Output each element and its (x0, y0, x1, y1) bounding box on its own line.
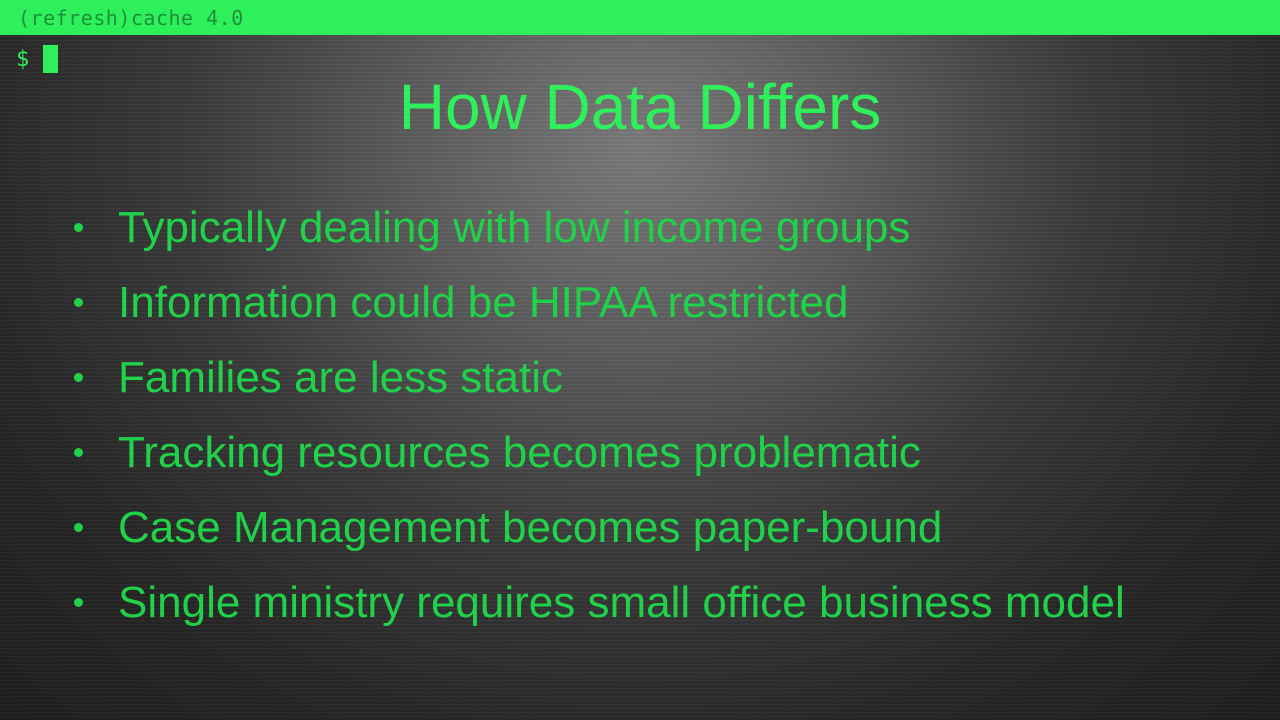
terminal-prompt[interactable]: $ (16, 44, 59, 74)
bullet-list: Typically dealing with low income groups… (72, 190, 1125, 640)
bullet-icon (74, 598, 83, 607)
title-bar: (refresh)cache 4.0 (0, 0, 1280, 35)
bullet-icon (74, 298, 83, 307)
bullet-icon (74, 448, 83, 457)
prompt-symbol: $ (16, 46, 30, 72)
bullet-icon (74, 523, 83, 532)
bullet-item: Single ministry requires small office bu… (72, 565, 1125, 640)
bullet-text: Tracking resources becomes problematic (118, 427, 921, 477)
app-title: (refresh)cache 4.0 (18, 6, 244, 30)
bullet-text: Families are less static (118, 352, 564, 402)
bullet-item: Tracking resources becomes problematic (72, 415, 1125, 490)
bullet-item: Families are less static (72, 340, 1125, 415)
bullet-item: Typically dealing with low income groups (72, 190, 1125, 265)
slide-title: How Data Differs (398, 71, 882, 143)
bullet-item: Case Management becomes paper-bound (72, 490, 1125, 565)
cursor-block (43, 45, 59, 73)
bullet-icon (74, 223, 83, 232)
bullet-text: Typically dealing with low income groups (118, 202, 911, 252)
bullet-text: Single ministry requires small office bu… (118, 577, 1125, 627)
bullet-item: Information could be HIPAA restricted (72, 265, 1125, 340)
bullet-text: Information could be HIPAA restricted (118, 277, 849, 327)
bullet-icon (74, 373, 83, 382)
bullet-text: Case Management becomes paper-bound (118, 502, 943, 552)
